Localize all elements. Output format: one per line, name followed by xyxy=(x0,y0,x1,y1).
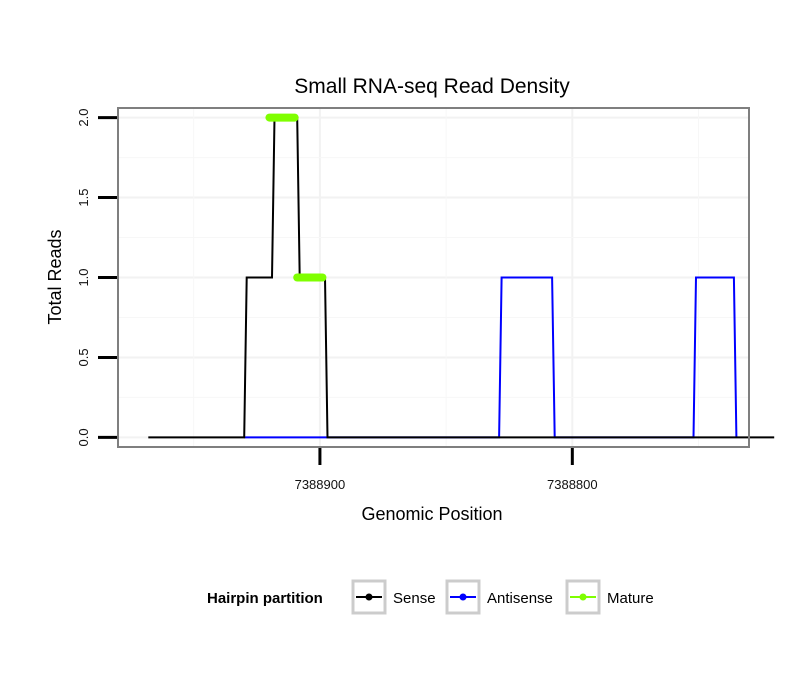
legend-label-mature: Mature xyxy=(607,590,654,607)
x-tick-label-0: 7388900 xyxy=(295,477,346,492)
plot-panel-border xyxy=(117,107,750,448)
legend: Hairpin partition Sense Antisense Mature xyxy=(207,579,654,615)
legend-dot-mature xyxy=(579,593,587,601)
legend-label-antisense: Antisense xyxy=(487,590,553,607)
legend-dot-antisense xyxy=(459,593,467,601)
y-tick-label-1: 0.5 xyxy=(76,348,91,366)
y-tick-label-4: 2.0 xyxy=(76,109,91,127)
x-axis-title: Genomic Position xyxy=(361,504,502,524)
y-tick-label-0: 0.0 xyxy=(76,428,91,446)
y-tick-label-3: 1.5 xyxy=(76,189,91,207)
axes: 0.0 0.5 1.0 1.5 2.0 7388900 7388800 xyxy=(76,109,598,492)
x-tick-label-1: 7388800 xyxy=(547,477,598,492)
legend-label-sense: Sense xyxy=(393,590,436,607)
legend-item-antisense: Antisense xyxy=(445,579,553,615)
legend-item-sense: Sense xyxy=(351,579,436,615)
legend-dot-sense xyxy=(365,593,373,601)
chart-title: Small RNA-seq Read Density xyxy=(294,75,570,98)
legend-item-mature: Mature xyxy=(565,579,654,615)
y-tick-label-2: 1.0 xyxy=(76,268,91,286)
plot-series xyxy=(148,113,775,439)
y-axis-title: Total Reads xyxy=(45,229,65,324)
grid xyxy=(118,108,749,447)
legend-title: Hairpin partition xyxy=(207,590,323,607)
